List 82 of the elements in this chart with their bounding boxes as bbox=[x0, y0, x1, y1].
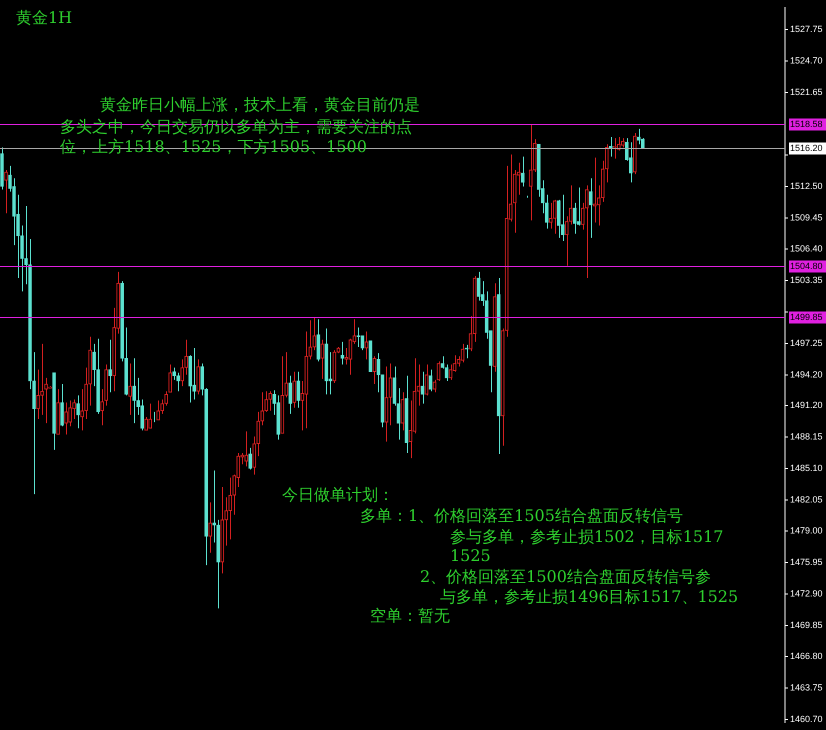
y-tick-label: 1497.25 bbox=[790, 338, 823, 348]
candlestick bbox=[424, 364, 428, 396]
y-tick-label: 1479.00 bbox=[790, 526, 823, 536]
annotation: 空单：暂无 bbox=[370, 606, 450, 626]
y-tick-label: 1485.10 bbox=[790, 462, 823, 473]
candlestick bbox=[64, 402, 68, 435]
y-tick-label: 1488.15 bbox=[790, 432, 823, 442]
y-tick-label: 1469.85 bbox=[790, 620, 823, 630]
y-tick-label: 1527.75 bbox=[790, 24, 823, 34]
candlestick bbox=[560, 194, 565, 242]
y-tick-label: 1460.70 bbox=[790, 714, 823, 724]
candlestick bbox=[460, 343, 464, 363]
y-tick-label: 1494.20 bbox=[790, 369, 823, 380]
candlestick bbox=[156, 400, 160, 421]
y-tick-label: 1491.20 bbox=[790, 400, 823, 410]
candlestick bbox=[436, 360, 440, 382]
ref-line-label: 1518.58 bbox=[790, 118, 823, 129]
candlestick bbox=[592, 157, 597, 223]
candlestick bbox=[208, 502, 212, 554]
candlestick bbox=[4, 169, 8, 214]
candlestick bbox=[388, 362, 392, 426]
candlestick bbox=[636, 128, 641, 145]
candlestick bbox=[180, 358, 184, 387]
candlestick bbox=[320, 339, 324, 380]
annotation: 1525 bbox=[450, 546, 491, 566]
candlestick bbox=[248, 447, 252, 470]
annotation: 参与多单，参考止损1502，目标1517 bbox=[450, 527, 724, 547]
candlestick bbox=[520, 156, 524, 187]
candlestick bbox=[292, 371, 296, 408]
annotation: 与多单，参考止损1496目标1517、1525 bbox=[440, 587, 738, 607]
candlestick bbox=[244, 430, 248, 467]
candlestick bbox=[268, 390, 272, 412]
y-tick-label: 1509.45 bbox=[790, 212, 823, 222]
y-tick-label: 1503.35 bbox=[790, 275, 823, 286]
candlestick bbox=[60, 384, 64, 427]
y-tick-label: 1472.90 bbox=[790, 588, 823, 598]
candlestick bbox=[148, 403, 152, 429]
candlestick bbox=[348, 338, 352, 376]
candlestick bbox=[372, 356, 376, 385]
candlestick bbox=[464, 344, 468, 359]
ref-line-label: 1516.20 bbox=[790, 142, 823, 153]
candlestick bbox=[572, 202, 577, 234]
candlestick bbox=[448, 364, 452, 380]
candlestick bbox=[360, 335, 364, 351]
ref-line-label: 1504.80 bbox=[790, 260, 823, 271]
chart-title: 黄金1H bbox=[16, 8, 72, 28]
candlestick bbox=[420, 371, 424, 404]
y-tick-label: 1506.40 bbox=[790, 244, 823, 254]
ref-line-label: 1499.85 bbox=[790, 312, 823, 322]
y-tick-label: 1521.65 bbox=[790, 86, 823, 97]
candlestick bbox=[40, 343, 44, 416]
annotation: 多单：1、价格回落至1505结合盘面反转信号 bbox=[360, 506, 683, 526]
candlestick bbox=[196, 358, 200, 395]
candlestick bbox=[288, 375, 292, 414]
y-tick-label: 1524.70 bbox=[790, 55, 823, 66]
candlestick bbox=[312, 316, 316, 351]
y-tick-label: 1463.75 bbox=[790, 682, 823, 693]
candlestick bbox=[584, 184, 589, 279]
candlestick bbox=[384, 366, 388, 442]
y-tick-label: 1466.80 bbox=[790, 651, 823, 662]
candlestick bbox=[192, 348, 196, 400]
annotation: 黄金昨日小幅上涨，技术上看，黄金目前仍是 bbox=[100, 95, 420, 115]
candlestick bbox=[428, 369, 432, 392]
y-tick-label: 1475.95 bbox=[790, 557, 823, 568]
candlestick bbox=[364, 331, 368, 360]
candlestick bbox=[340, 341, 344, 365]
candlestick bbox=[36, 369, 40, 420]
annotation: 2、价格回落至1500结合盘面反转信号参 bbox=[420, 567, 711, 587]
candlestick bbox=[528, 124, 533, 221]
candlestick bbox=[296, 371, 300, 408]
candlestick bbox=[432, 379, 436, 393]
candlestick bbox=[588, 178, 593, 238]
candlestick bbox=[144, 416, 148, 431]
candlestick bbox=[552, 199, 557, 234]
candlestick bbox=[548, 202, 553, 230]
y-tick-label: 1512.50 bbox=[790, 180, 823, 191]
candlestick bbox=[132, 358, 136, 424]
candlestick bbox=[356, 326, 360, 348]
y-tick-label: 1482.05 bbox=[790, 494, 823, 504]
candlestick bbox=[260, 392, 264, 426]
candlestick bbox=[476, 271, 480, 302]
annotation: 今日做单计划： bbox=[282, 485, 394, 505]
